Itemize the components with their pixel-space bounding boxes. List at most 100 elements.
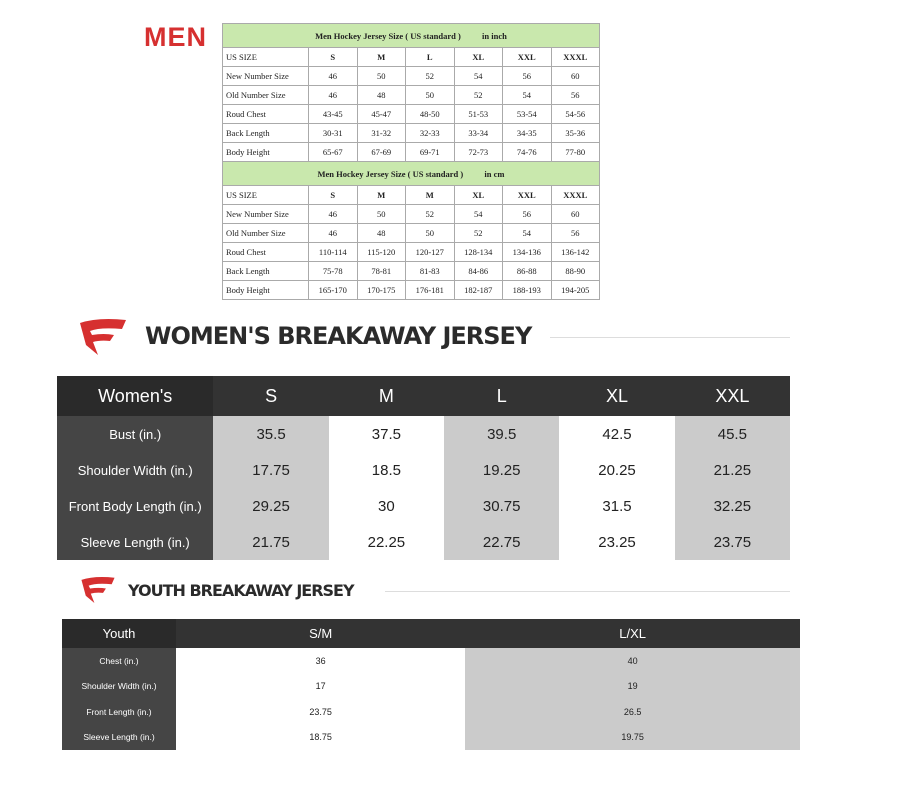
table-cell: XL bbox=[453, 185, 503, 205]
table-cell: 17 bbox=[315, 681, 326, 692]
table-cell: 54 bbox=[502, 85, 552, 105]
table-cell: 50 bbox=[356, 204, 406, 224]
table-cell: 18.5 bbox=[371, 461, 401, 479]
table-cell: 67-69 bbox=[356, 142, 406, 162]
row-label: Sleeve Length (in.) bbox=[57, 524, 214, 560]
column-header: S/M bbox=[176, 619, 466, 648]
table-cell: 23.75 bbox=[309, 706, 332, 717]
column-header: M bbox=[328, 376, 445, 416]
column-header: XL bbox=[559, 376, 675, 416]
table-cell: 19 bbox=[465, 673, 800, 699]
table-cell: XXXL bbox=[550, 47, 600, 67]
row-label: Body Height bbox=[222, 280, 309, 300]
table-cell: 52 bbox=[405, 204, 455, 224]
men-title: MEN bbox=[144, 22, 207, 52]
column-header: XXL bbox=[674, 376, 790, 416]
table-cell: XXL bbox=[502, 47, 552, 67]
men-size-table: Men Hockey Jersey Size ( US standard ) i… bbox=[222, 23, 600, 300]
table-cell: 52 bbox=[453, 85, 503, 105]
table-cell: 37.5 bbox=[371, 425, 401, 443]
table-cell: 52 bbox=[453, 223, 503, 243]
row-label: Old Number Size bbox=[222, 223, 309, 243]
table-cell: 134-136 bbox=[502, 242, 552, 262]
table-cell: 48 bbox=[356, 85, 406, 105]
table-row: US SIZE S M M XL XXL XXXL bbox=[222, 185, 600, 205]
table-cell: 72-73 bbox=[453, 142, 503, 162]
logo-icon bbox=[81, 577, 115, 603]
youth-section-title: YOUTH BREAKAWAY JERSEY bbox=[128, 581, 355, 600]
column-header: Youth bbox=[62, 619, 176, 648]
table-row: Front Body Length (in.) 29.25 30 30.75 31.5 3… bbox=[57, 488, 790, 524]
table-cell: 32.25 bbox=[674, 488, 790, 524]
table-row: Front Length (in.) 23.75 26.5 bbox=[62, 699, 800, 725]
table-cell: 34-35 bbox=[502, 123, 552, 143]
table-row: Shoulder Width (in.) 17.75 18.5 19.25 20.25 2… bbox=[57, 452, 790, 488]
table-cell: 165-170 bbox=[308, 280, 358, 300]
table-cell: 46 bbox=[308, 66, 358, 86]
table-row: Sleeve Length (in.) 18.75 19.75 bbox=[62, 724, 800, 750]
column-header: Women's bbox=[57, 376, 214, 416]
table-cell: 69-71 bbox=[405, 142, 455, 162]
table-cell: 43-45 bbox=[308, 104, 358, 124]
table-cell: 50 bbox=[356, 66, 406, 86]
row-label: Body Height bbox=[222, 142, 309, 162]
table-row: New Number Size 46 50 52 54 56 60 bbox=[222, 204, 600, 224]
table-row: Old Number Size 46 48 50 52 54 56 bbox=[222, 85, 600, 105]
table-cell: 86-88 bbox=[502, 261, 552, 281]
table-cell: 30.75 bbox=[444, 488, 560, 524]
column-header: L/XL bbox=[465, 619, 800, 648]
women-section-title: WOMEN'S BREAKAWAY JERSEY bbox=[145, 322, 532, 350]
table-cell: 31.5 bbox=[602, 497, 632, 515]
table-row: Back Length 30-31 31-32 32-33 33-34 34-35 35-3… bbox=[222, 123, 600, 143]
table-cell: 35-36 bbox=[550, 123, 600, 143]
table-cell: 194-205 bbox=[550, 280, 600, 300]
row-label: Bust (in.) bbox=[57, 416, 214, 452]
table-cell: 26.5 bbox=[465, 699, 800, 725]
divider bbox=[550, 337, 790, 338]
table-row: Bust (in.) 35.5 37.5 39.5 42.5 45.5 bbox=[57, 416, 790, 452]
column-header: S bbox=[213, 376, 329, 416]
table-cell: 50 bbox=[405, 85, 455, 105]
table-cell: 39.5 bbox=[444, 416, 560, 452]
women-size-table: Women's S M L XL XXL Bust (in.) 35.5 37.5 39.5 42.… bbox=[57, 376, 790, 560]
table-cell: 51-53 bbox=[453, 104, 503, 124]
row-label: Front Body Length (in.) bbox=[57, 488, 214, 524]
table-cell: 46 bbox=[308, 85, 358, 105]
table-cell: 52 bbox=[405, 66, 455, 86]
logo-icon bbox=[80, 319, 126, 355]
men-header-row: Men Hockey Jersey Size ( US standard ) i… bbox=[222, 23, 600, 48]
table-cell: 54-56 bbox=[550, 104, 600, 124]
table-row: New Number Size 46 50 52 54 56 60 bbox=[222, 66, 600, 86]
table-row: Sleeve Length (in.) 21.75 22.25 22.75 23.25 2… bbox=[57, 524, 790, 560]
table-cell: 74-76 bbox=[502, 142, 552, 162]
header-row: Youth S/M L/XL bbox=[62, 619, 800, 648]
table-cell: L bbox=[405, 47, 455, 67]
table-row: Body Height 165-170 170-175 176-181 182-187 1… bbox=[222, 280, 600, 300]
table-row: Roud Chest 110-114 115-120 120-127 128-134 13… bbox=[222, 242, 600, 262]
youth-size-table: Youth S/M L/XL Chest (in.) 36 40 Shoulder Widt… bbox=[62, 619, 800, 750]
men-table-header: Men Hockey Jersey Size ( US standard ) i… bbox=[222, 161, 600, 186]
table-cell: 30 bbox=[378, 497, 395, 515]
table-row: Old Number Size 46 48 50 52 54 56 bbox=[222, 223, 600, 243]
table-cell: 170-175 bbox=[356, 280, 406, 300]
row-label: Chest (in.) bbox=[62, 648, 176, 674]
table-cell: 182-187 bbox=[453, 280, 503, 300]
table-row: Shoulder Width (in.) 17 19 bbox=[62, 673, 800, 699]
table-cell: 188-193 bbox=[502, 280, 552, 300]
table-cell: 54 bbox=[453, 204, 503, 224]
row-label: Shoulder Width (in.) bbox=[62, 673, 176, 699]
table-cell: 81-83 bbox=[405, 261, 455, 281]
table-cell: 75-78 bbox=[308, 261, 358, 281]
row-label: Roud Chest bbox=[222, 104, 309, 124]
table-cell: 56 bbox=[502, 66, 552, 86]
table-cell: 56 bbox=[550, 223, 600, 243]
table-cell: 176-181 bbox=[405, 280, 455, 300]
table-cell: 50 bbox=[405, 223, 455, 243]
column-header: L bbox=[444, 376, 560, 416]
table-cell: 48 bbox=[356, 223, 406, 243]
table-cell: M bbox=[356, 185, 406, 205]
table-cell: 21.75 bbox=[213, 524, 329, 560]
table-cell: 35.5 bbox=[213, 416, 329, 452]
table-cell: XXL bbox=[502, 185, 552, 205]
row-label: Front Length (in.) bbox=[62, 699, 176, 725]
